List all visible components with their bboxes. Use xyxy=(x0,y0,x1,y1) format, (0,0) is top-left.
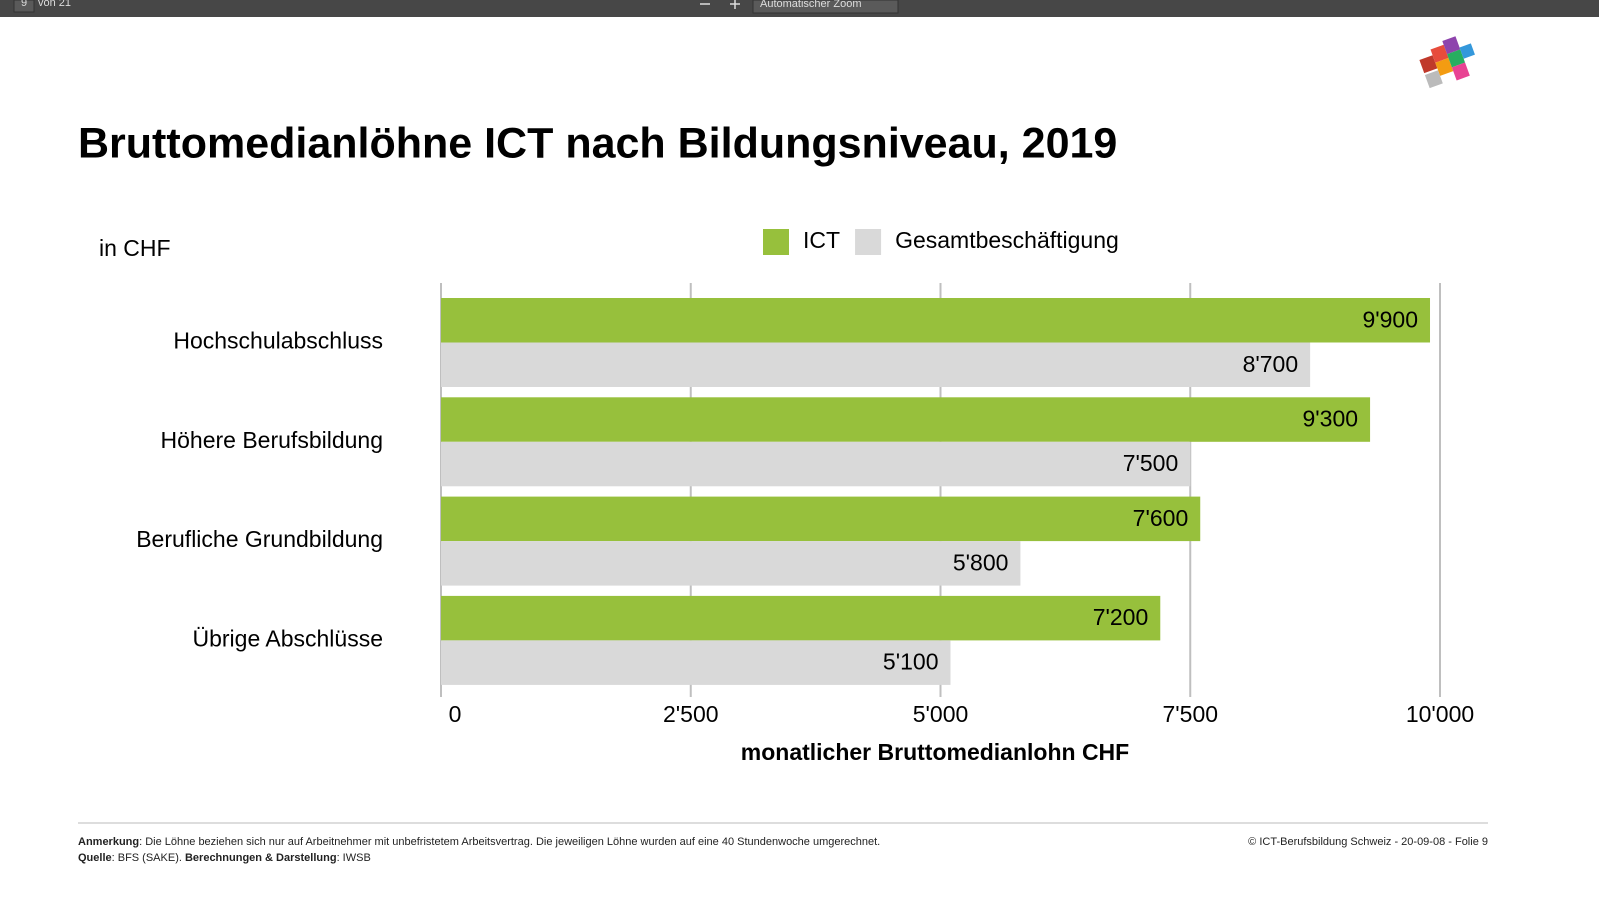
bar xyxy=(441,342,1311,387)
unit-label: in CHF xyxy=(99,235,171,261)
bar xyxy=(441,541,1021,586)
legend-swatch xyxy=(855,229,882,255)
value-label: 7'200 xyxy=(1093,604,1149,630)
legend-label: Gesamtbeschäftigung xyxy=(895,227,1119,253)
bar xyxy=(441,496,1201,542)
value-label: 7'600 xyxy=(1133,505,1189,531)
source-text: : BFS (SAKE). xyxy=(112,852,185,864)
bar xyxy=(441,595,1161,641)
category-label: Hochschulabschluss xyxy=(173,328,383,354)
calc-label: Berechnungen & Darstellung xyxy=(185,852,337,864)
bar xyxy=(441,397,1371,442)
source-label: Quelle xyxy=(78,852,112,864)
footnote-text: : Die Löhne beziehen sich nur auf Arbeit… xyxy=(139,836,880,848)
category-label: Höhere Berufsbildung xyxy=(161,427,383,453)
x-axis-label: monatlicher Bruttomedianlohn CHF xyxy=(741,739,1129,765)
x-tick-label: 10'000 xyxy=(1406,701,1474,727)
x-tick-label: 5'000 xyxy=(913,701,969,727)
page-count: von 21 xyxy=(38,0,71,9)
value-label: 5'100 xyxy=(883,649,939,675)
value-label: 5'800 xyxy=(953,549,1009,575)
legend-label: ICT xyxy=(803,227,840,253)
value-label: 8'700 xyxy=(1243,351,1299,377)
bar xyxy=(441,298,1431,343)
x-tick-label: 2'500 xyxy=(663,701,719,727)
footnote: Anmerkung: Die Löhne beziehen sich nur a… xyxy=(78,836,880,848)
bar xyxy=(441,640,951,685)
legend-swatch xyxy=(763,229,789,255)
value-label: 9'300 xyxy=(1303,406,1359,432)
logo xyxy=(1419,36,1475,89)
calc-text: : IWSB xyxy=(337,852,371,864)
zoom-label: Automatischer Zoom xyxy=(760,0,861,10)
category-label: Übrige Abschlüsse xyxy=(193,625,384,651)
page-input[interactable] xyxy=(13,0,35,13)
bar xyxy=(441,441,1191,487)
x-tick-label: 0 xyxy=(449,701,462,727)
source: Quelle: BFS (SAKE). Berechnungen & Darst… xyxy=(78,852,371,864)
copyright: © ICT-Berufsbildung Schweiz - 20-09-08 -… xyxy=(1248,836,1488,848)
page-number: 9 xyxy=(21,0,27,9)
zoom-select[interactable] xyxy=(752,0,899,14)
chart-title: Bruttomedianlöhne ICT nach Bildungsnivea… xyxy=(78,119,1117,167)
category-label: Berufliche Grundbildung xyxy=(136,526,383,552)
x-tick-label: 7'500 xyxy=(1162,701,1218,727)
footnote-label: Anmerkung xyxy=(78,836,139,848)
value-label: 9'900 xyxy=(1362,306,1418,332)
value-label: 7'500 xyxy=(1123,450,1179,476)
